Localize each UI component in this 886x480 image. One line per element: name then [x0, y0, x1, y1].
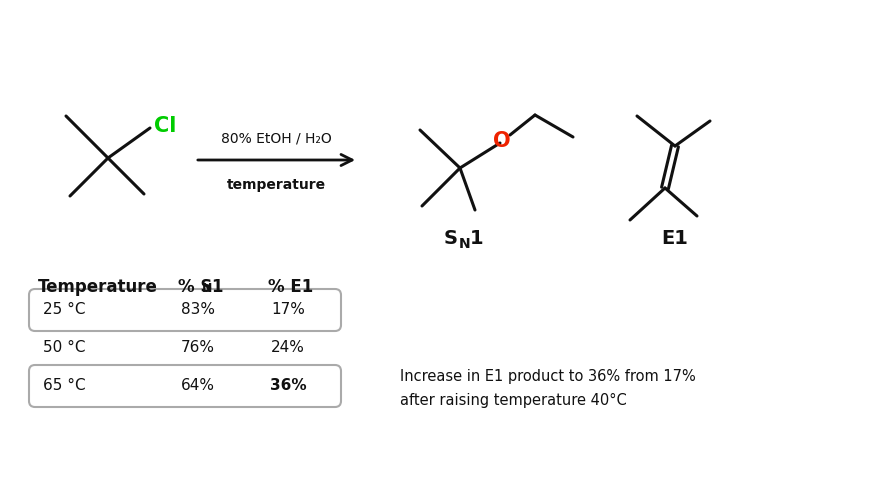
Text: 50 °C: 50 °C — [43, 340, 86, 356]
Text: 1: 1 — [470, 229, 484, 248]
Text: N: N — [202, 282, 213, 295]
Text: 1: 1 — [211, 278, 222, 296]
Text: after raising temperature 40°C: after raising temperature 40°C — [400, 393, 626, 408]
Text: temperature: temperature — [227, 178, 326, 192]
Text: 17%: 17% — [271, 302, 305, 317]
Text: 80% EtOH / H₂O: 80% EtOH / H₂O — [222, 132, 332, 146]
Text: 83%: 83% — [181, 302, 215, 317]
Text: 24%: 24% — [271, 340, 305, 356]
Text: S: S — [444, 229, 458, 248]
Text: Increase in E1 product to 36% from 17%: Increase in E1 product to 36% from 17% — [400, 369, 696, 384]
Text: % E1: % E1 — [268, 278, 314, 296]
Text: N: N — [459, 237, 470, 251]
Text: 76%: 76% — [181, 340, 215, 356]
Text: Temperature: Temperature — [38, 278, 158, 296]
Text: 65 °C: 65 °C — [43, 379, 86, 394]
Text: O: O — [494, 131, 511, 151]
Text: 25 °C: 25 °C — [43, 302, 86, 317]
Text: 64%: 64% — [181, 379, 215, 394]
Text: 36%: 36% — [269, 379, 307, 394]
Text: Cl: Cl — [154, 116, 176, 136]
Text: % S: % S — [178, 278, 213, 296]
Text: E1: E1 — [662, 229, 688, 248]
